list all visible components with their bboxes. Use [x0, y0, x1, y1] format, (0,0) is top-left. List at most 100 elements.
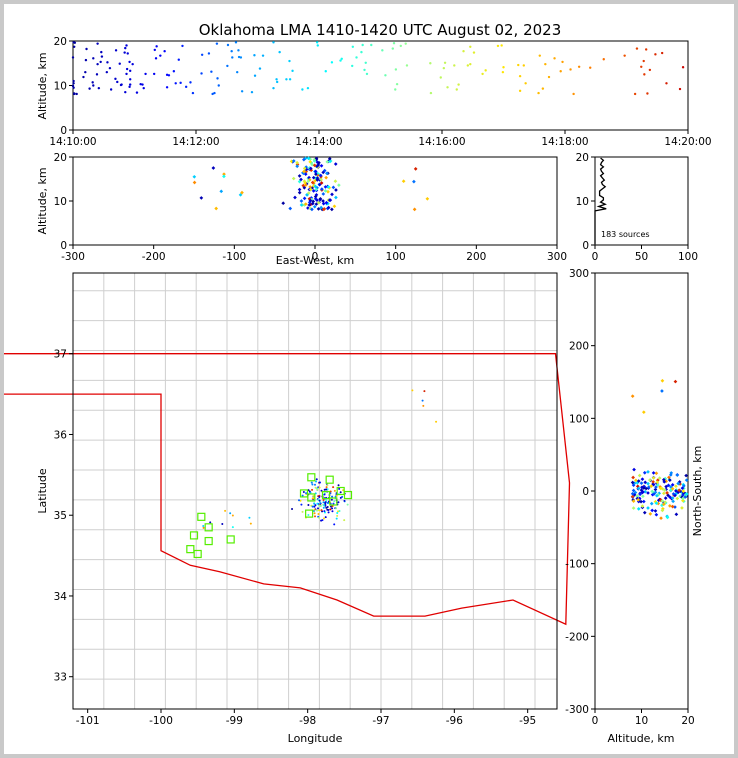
plan-view-point — [323, 504, 326, 507]
time-height-point — [85, 47, 88, 51]
lma-station — [204, 536, 213, 546]
plan-view-point — [224, 509, 227, 512]
time-height-point — [429, 91, 433, 95]
ew-height-point — [311, 175, 316, 180]
height-ns-point — [648, 512, 653, 516]
time-height-point — [237, 55, 241, 59]
time-height-point — [100, 55, 104, 58]
time-height-point — [114, 77, 117, 81]
ew-height-point — [299, 203, 304, 207]
height-ns-point — [639, 499, 643, 504]
lma-station — [299, 489, 309, 498]
ew-height-point — [331, 185, 336, 190]
lma-station — [321, 490, 331, 500]
ew-height-point — [297, 174, 302, 178]
plan-view-point — [313, 502, 316, 505]
plan-view-point — [317, 507, 320, 510]
oklahoma-border — [4, 353, 571, 626]
time-height-point — [394, 88, 397, 91]
time-height-point — [272, 86, 275, 90]
y-tick-label: -200 — [565, 631, 589, 643]
plan-view-point — [318, 486, 321, 489]
plan-view-point — [322, 498, 325, 501]
x-tick-label: 14:16:00 — [418, 136, 465, 148]
height-ns-point — [658, 486, 663, 491]
time-height-point — [119, 83, 123, 87]
ew-height-point — [313, 196, 318, 201]
plan-view-point — [249, 522, 252, 525]
time-height-point — [469, 62, 472, 66]
time-height-point — [167, 74, 171, 77]
plan-view-point — [337, 484, 340, 487]
height-ns-ylabel: North-South, km — [691, 446, 704, 537]
ew-height-point — [308, 185, 312, 189]
plan-view-point — [326, 488, 329, 491]
time-height-point — [253, 74, 257, 77]
ew-height-point — [293, 195, 297, 200]
time-height-point — [217, 84, 220, 87]
ew-height-point — [330, 207, 334, 212]
plan-view-point — [325, 498, 328, 501]
plan-view-point — [323, 510, 326, 513]
plan-view-point — [311, 483, 314, 486]
time-height-point — [88, 87, 91, 90]
time-height-point — [589, 66, 592, 69]
time-height-point — [237, 49, 240, 52]
height-ns-point — [660, 508, 665, 513]
plan-view-point — [435, 420, 438, 423]
ew-height-point — [222, 172, 226, 176]
time-height-point — [496, 44, 500, 48]
time-height-point — [518, 74, 522, 78]
ew-height-point — [318, 196, 323, 201]
plan-view-point — [337, 501, 340, 504]
plan-view-point — [311, 505, 314, 508]
height-ns-point — [653, 487, 658, 492]
time-height-point — [306, 86, 310, 90]
ew-height-point — [199, 196, 204, 200]
time-height-point — [84, 58, 88, 62]
plan-view-point — [343, 519, 346, 522]
time-height-point — [191, 91, 195, 95]
time-height-point — [261, 54, 265, 57]
plan-view-point — [346, 503, 349, 506]
ew-height-point — [413, 167, 418, 171]
time-height-point — [553, 57, 556, 60]
plan-view-point — [301, 510, 304, 513]
time-height-point — [544, 62, 547, 66]
ew-height-ylabel: Altitude, km — [36, 167, 49, 234]
time-height-point — [446, 86, 449, 89]
ew-height-point — [326, 205, 331, 210]
time-height-point — [91, 81, 94, 84]
ew-height-point — [324, 200, 329, 205]
plan-view-point — [318, 509, 321, 512]
time-height-point — [106, 61, 109, 64]
time-height-point — [381, 49, 384, 52]
height-ns-point — [641, 410, 646, 414]
height-ns-point — [634, 478, 638, 483]
height-ns-point — [648, 478, 652, 482]
time-height-point — [207, 52, 211, 55]
plan-view-point — [326, 508, 329, 511]
time-height-point — [518, 89, 522, 93]
ew-height-point — [312, 163, 317, 168]
height-ns-point — [659, 516, 663, 521]
height-ns-point — [676, 481, 681, 486]
ew-height-point — [214, 206, 219, 211]
x-tick-label: 100 — [386, 251, 406, 263]
height-ns-point — [641, 494, 645, 499]
time-height-point — [654, 53, 657, 56]
height-ns-point — [636, 497, 641, 502]
height-ns-point — [661, 491, 666, 496]
time-height-point — [399, 44, 402, 48]
x-tick-label: 10 — [635, 715, 648, 727]
time-height-point — [569, 68, 572, 71]
time-height-point — [439, 76, 442, 79]
plan-view-xlabel: Longitude — [288, 732, 343, 745]
height-ns-point — [638, 492, 642, 497]
ew-height-point — [321, 192, 326, 196]
lma-station — [325, 475, 334, 484]
height-ns-point — [631, 475, 635, 480]
plan-view-point — [324, 501, 327, 504]
time-height-point — [577, 65, 581, 69]
plan-view-point — [311, 497, 314, 500]
